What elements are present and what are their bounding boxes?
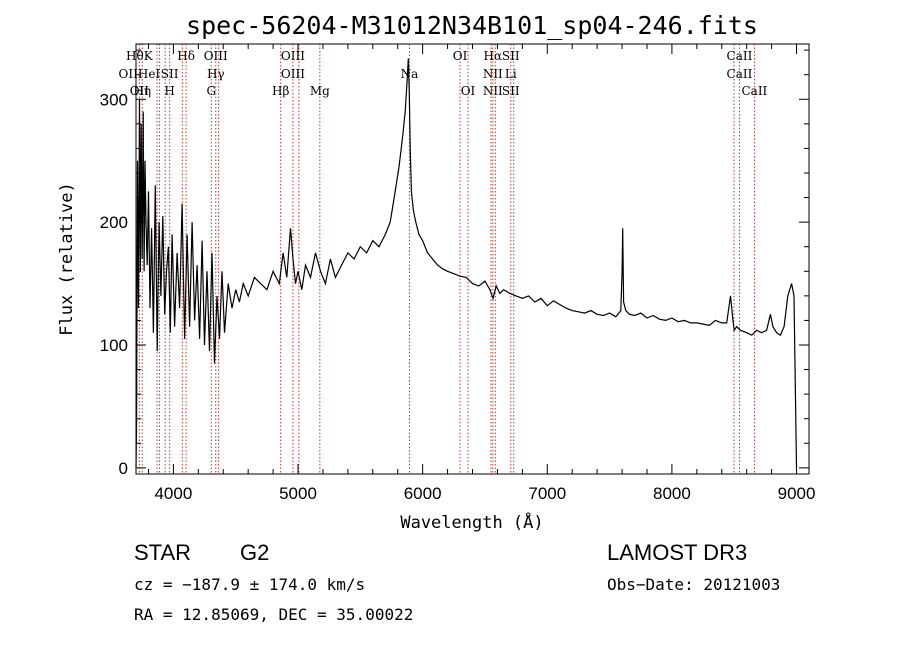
x-axis-label: Wavelength (Å) [400, 511, 543, 533]
marker-label: OIII [204, 49, 228, 63]
y-axis-ticks: 0 100 200 300 [100, 49, 809, 478]
marker-label: NII [483, 84, 503, 98]
object-class: STAR [134, 540, 191, 565]
plot-frame [135, 43, 810, 475]
object-subclass: G2 [240, 540, 269, 565]
marker-label: H [164, 84, 174, 98]
marker-label: OII [130, 84, 150, 98]
marker-label: CaII [727, 67, 753, 81]
x-tick-label: 5000 [279, 484, 317, 503]
emission-line-markers [138, 44, 755, 474]
marker-label: SII [502, 84, 520, 98]
marker-label: G [206, 84, 216, 98]
marker-label: OI [461, 84, 476, 98]
marker-label: SII [502, 49, 520, 63]
marker-label: Hδ [177, 49, 195, 63]
y-tick-label: 0 [119, 459, 128, 478]
redshift-velocity: cz = −187.9 ± 174.0 km/s [134, 575, 365, 594]
marker-label: HθK [126, 49, 154, 63]
marker-label: CaII [741, 84, 767, 98]
x-axis-ticks: 4000 5000 6000 7000 8000 9000 [147, 44, 816, 503]
marker-label: CaII [727, 49, 753, 63]
x-tick-label: 8000 [653, 484, 691, 503]
marker-label: Li [505, 67, 517, 81]
marker-label: Hβ [272, 84, 289, 98]
survey-name: LAMOST DR3 [607, 540, 747, 565]
marker-label: SII [161, 67, 179, 81]
marker-label: Hγ [207, 67, 225, 81]
marker-label: OIIHeI [119, 67, 161, 81]
chart-title: spec-56204-M31012N34B101_sp04-246.fits [186, 11, 758, 40]
y-axis-label: Flux (relative) [57, 182, 77, 336]
y-tick-label: 200 [100, 213, 128, 232]
marker-label: Na [401, 67, 419, 81]
marker-label: OIII [281, 67, 305, 81]
marker-label: NII [483, 67, 503, 81]
observation-date: Obs−Date: 20121003 [607, 575, 780, 594]
marker-label: Mg [310, 84, 330, 98]
marker-label: OI [453, 49, 468, 63]
marker-label: Hα [484, 49, 503, 63]
y-tick-label: 300 [100, 90, 128, 109]
x-tick-label: 6000 [404, 484, 442, 503]
marker-label: Hη [133, 84, 151, 98]
marker-label: OIII [281, 49, 305, 63]
sky-coordinates: RA = 12.85069, DEC = 35.00022 [134, 605, 413, 624]
x-tick-label: 4000 [154, 484, 192, 503]
x-tick-label: 9000 [778, 484, 816, 503]
x-tick-label: 7000 [528, 484, 566, 503]
y-tick-label: 100 [100, 336, 128, 355]
spectrum-line [135, 58, 798, 468]
